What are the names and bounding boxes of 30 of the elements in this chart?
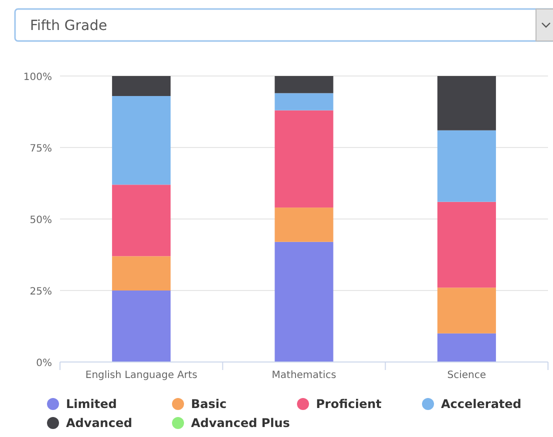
bar bbox=[437, 76, 496, 130]
chart-title: Fifth Grade bbox=[30, 18, 108, 34]
y-tick-label: 25% bbox=[30, 286, 52, 298]
legend-label: Limited bbox=[66, 397, 117, 411]
x-tick-label: Science bbox=[447, 370, 486, 381]
bar bbox=[437, 333, 496, 362]
bar bbox=[112, 76, 171, 96]
bar bbox=[274, 242, 334, 362]
y-tick-label: 100% bbox=[23, 72, 52, 83]
bar bbox=[112, 256, 171, 290]
bar bbox=[112, 96, 171, 185]
bar bbox=[274, 110, 334, 208]
bar bbox=[274, 76, 334, 94]
x-tick-label: Mathematics bbox=[272, 370, 336, 381]
bar bbox=[112, 290, 171, 362]
legend-label: Advanced bbox=[66, 416, 132, 430]
y-tick-label: 75% bbox=[30, 144, 52, 154]
legend-label: Proficient bbox=[316, 397, 382, 411]
bar bbox=[274, 93, 334, 110]
bar bbox=[437, 130, 496, 202]
bar bbox=[437, 202, 496, 288]
legend-label: Accelerated bbox=[441, 397, 522, 411]
bar bbox=[112, 184, 171, 256]
legend-label: Basic bbox=[191, 397, 227, 411]
bar bbox=[274, 208, 334, 242]
legend-label: Advanced Plus bbox=[191, 416, 290, 430]
bar bbox=[437, 288, 496, 334]
y-tick-label: 50% bbox=[30, 215, 52, 226]
x-tick-label: English Language Arts bbox=[85, 370, 198, 381]
y-tick-label: 0% bbox=[36, 358, 52, 369]
